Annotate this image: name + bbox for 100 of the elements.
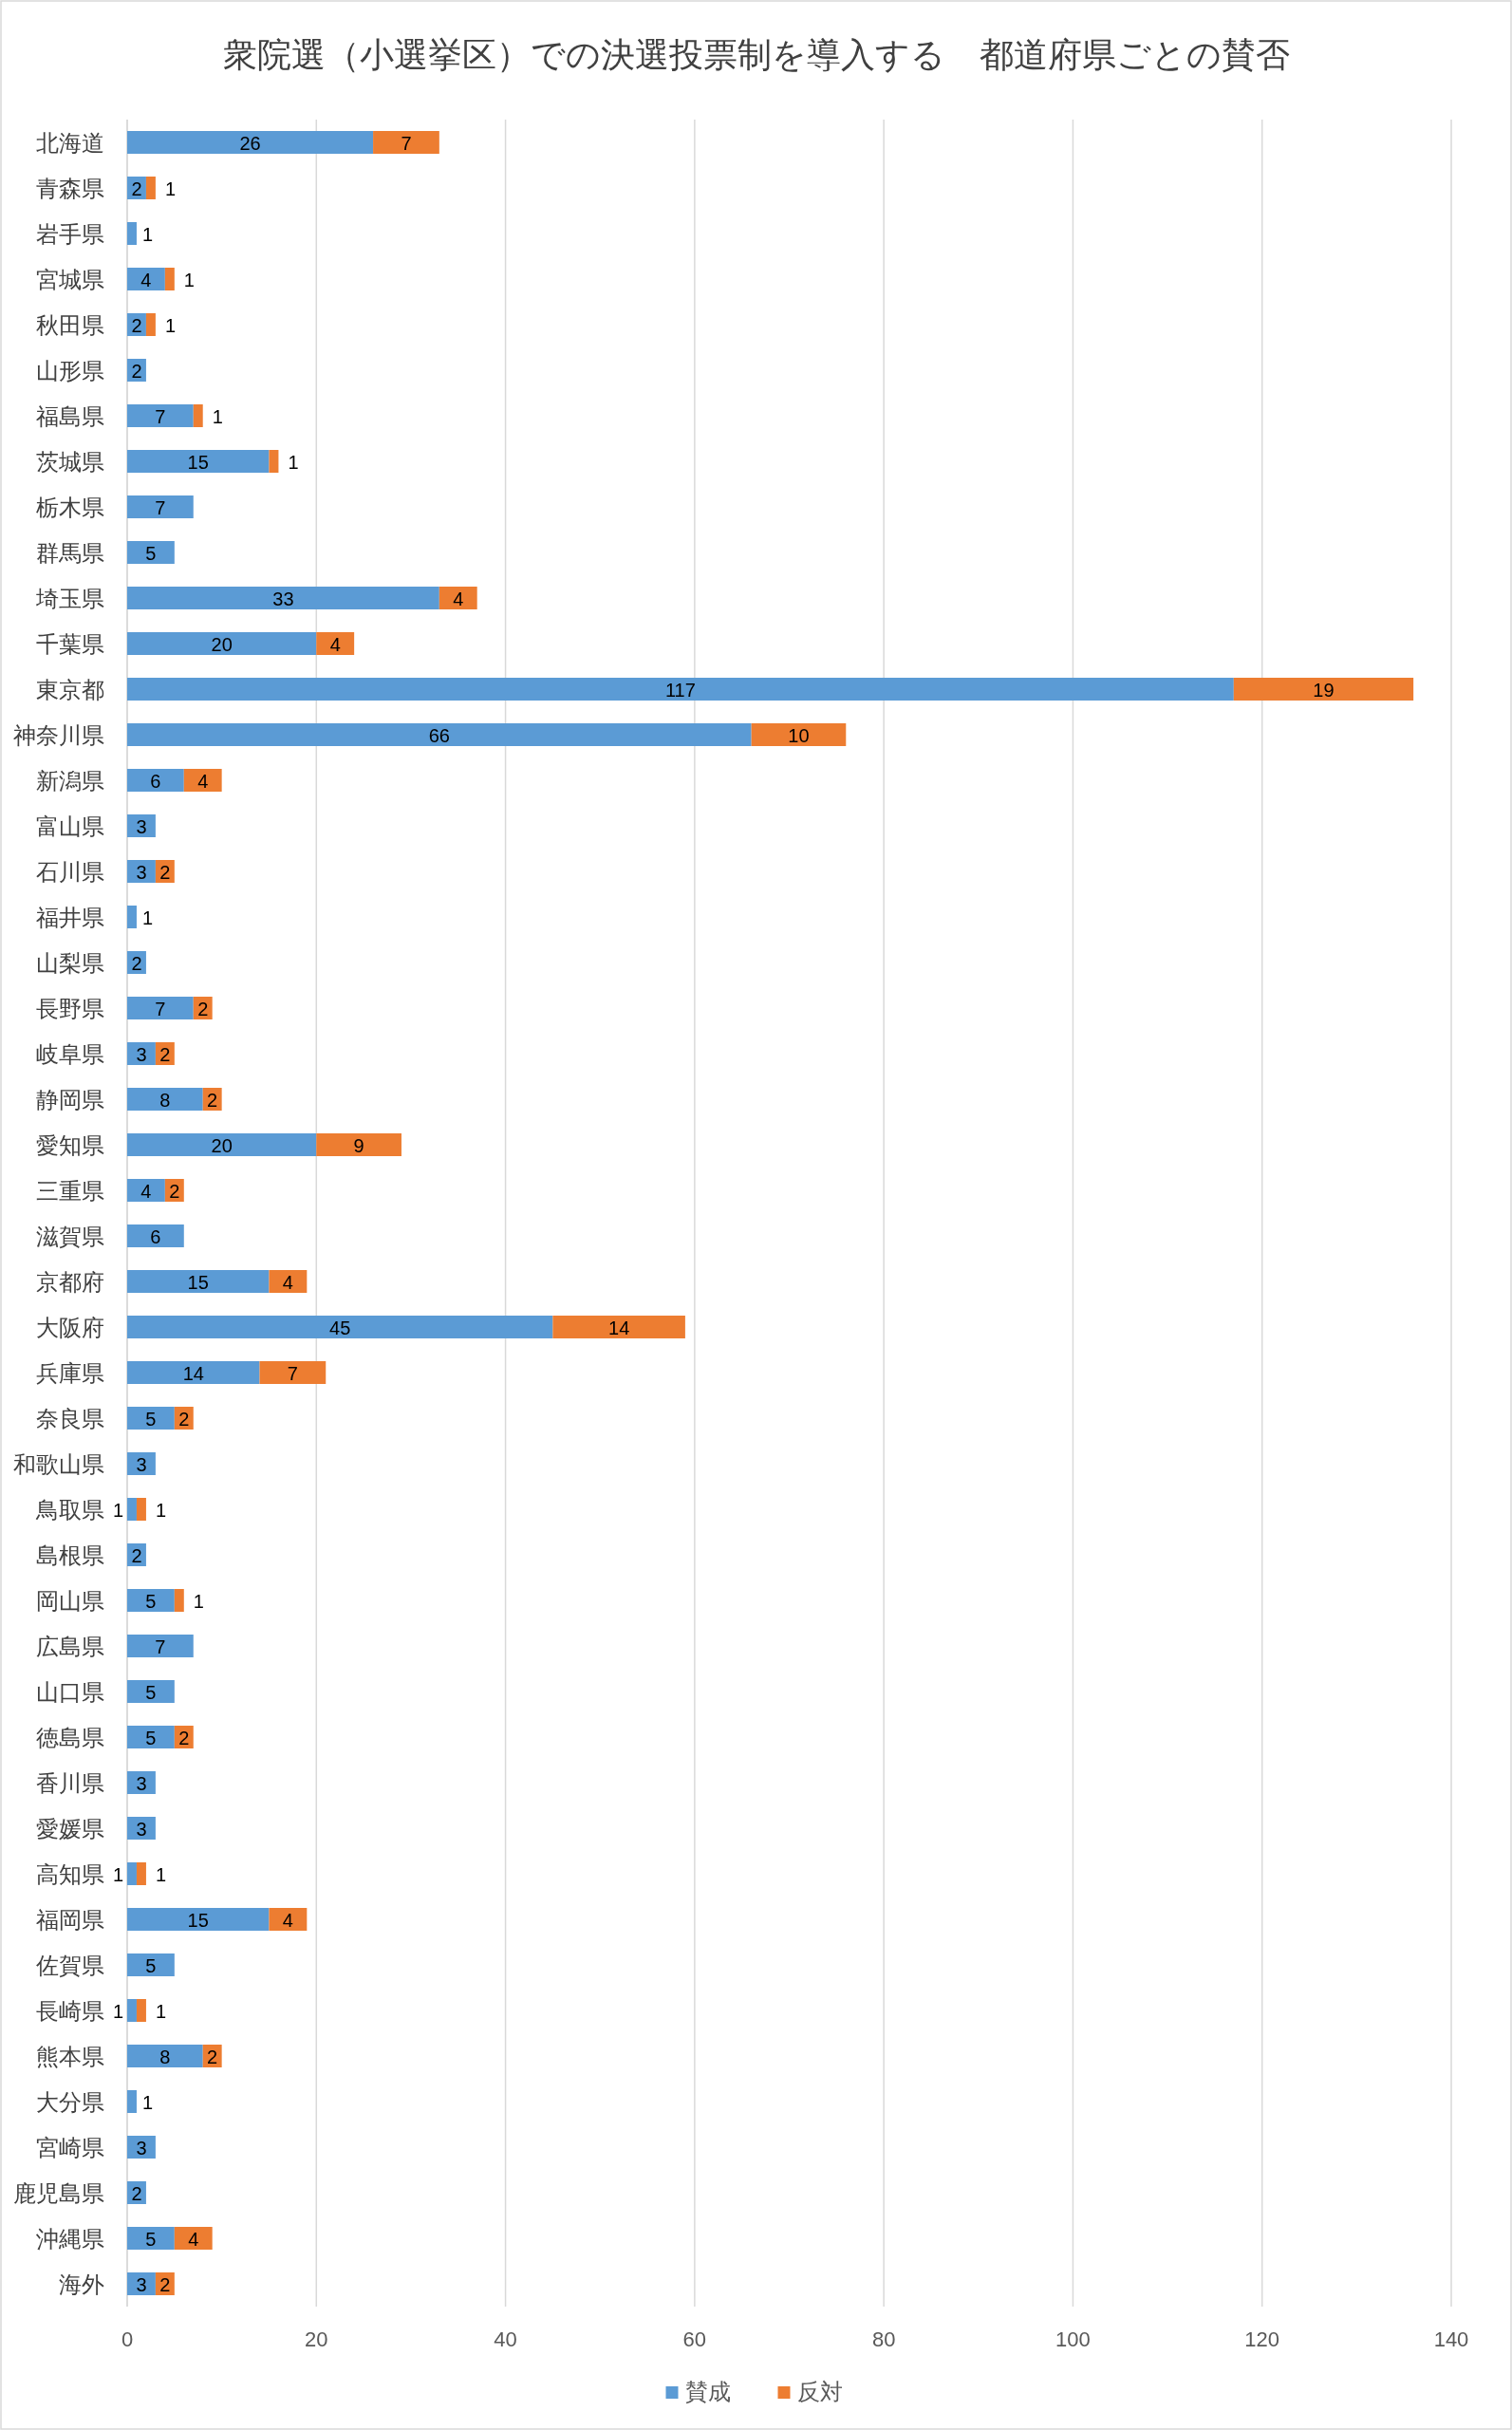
data-label: 9 <box>353 1135 364 1156</box>
data-label: 2 <box>131 953 142 974</box>
bar <box>751 723 847 746</box>
data-label: 3 <box>136 1454 147 1475</box>
data-label: 6 <box>150 771 161 792</box>
y-tick-label: 千葉県 <box>36 631 104 657</box>
data-label: 8 <box>159 1090 171 1111</box>
y-tick-label: 岩手県 <box>36 221 104 247</box>
data-label: 3 <box>136 862 147 883</box>
bar <box>174 2227 213 2250</box>
data-label: 66 <box>428 725 450 746</box>
data-label: 6 <box>150 1226 161 1247</box>
y-tick-label: 大阪府 <box>36 1315 104 1340</box>
data-label: 1 <box>155 1864 167 1885</box>
bar <box>259 1361 327 1384</box>
y-tick-label: 山梨県 <box>36 950 104 976</box>
bar <box>127 131 374 154</box>
data-label: 26 <box>239 133 261 154</box>
x-tick-label: 60 <box>682 2327 707 2351</box>
data-label: 4 <box>140 270 152 290</box>
data-label: 4 <box>282 1272 293 1293</box>
data-label: 3 <box>136 816 147 837</box>
y-tick-label: 熊本県 <box>36 2044 104 2069</box>
bar <box>127 1316 553 1338</box>
data-label: 1 <box>193 1591 204 1612</box>
data-label: 4 <box>329 634 341 655</box>
data-label: 5 <box>145 543 157 564</box>
data-label: 33 <box>272 589 294 609</box>
data-label: 5 <box>145 1728 157 1748</box>
data-label: 1 <box>155 1500 167 1521</box>
y-tick-label: 沖縄県 <box>36 2226 104 2252</box>
bar <box>136 1862 146 1885</box>
y-tick-label: 愛知県 <box>36 1132 104 1158</box>
data-label: 1 <box>112 1500 123 1521</box>
x-tick-label: 20 <box>305 2327 328 2351</box>
data-label: 1 <box>112 2001 123 2022</box>
y-tick-label: 岐阜県 <box>36 1041 104 1067</box>
bar <box>127 1908 270 1931</box>
bar <box>174 1589 184 1612</box>
data-label: 1 <box>141 907 154 928</box>
y-tick-label: 広島県 <box>36 1634 104 1659</box>
y-tick-label: 福島県 <box>36 403 104 429</box>
data-label: 2 <box>169 1181 180 1202</box>
legend-label: 反対 <box>796 2379 843 2404</box>
y-tick-label: 長野県 <box>36 996 104 1021</box>
bar <box>127 2045 203 2067</box>
y-tick-label: 宮崎県 <box>36 2135 104 2160</box>
data-label: 15 <box>187 1910 209 1931</box>
bar <box>127 1635 194 1657</box>
y-tick-label: 栃木県 <box>36 495 104 520</box>
bar <box>127 1179 165 1202</box>
data-label: 4 <box>188 2229 199 2250</box>
bar <box>193 404 203 427</box>
data-label: 4 <box>282 1910 293 1931</box>
x-tick-label: 140 <box>1433 2327 1469 2351</box>
y-tick-label: 和歌山県 <box>13 1451 104 1477</box>
bar <box>136 1999 146 2022</box>
data-label: 3 <box>136 1819 147 1840</box>
y-tick-label: 岡山県 <box>36 1588 104 1614</box>
y-tick-label: 鹿児島県 <box>13 2180 104 2206</box>
bar <box>552 1316 685 1338</box>
bar <box>127 2227 175 2250</box>
data-label: 7 <box>155 406 166 427</box>
y-tick-label: 香川県 <box>36 1770 104 1796</box>
data-label: 4 <box>140 1181 152 1202</box>
bar <box>127 1088 203 1111</box>
data-label: 15 <box>187 452 209 473</box>
y-tick-label: 茨城県 <box>36 449 104 475</box>
bar <box>127 1589 175 1612</box>
bar <box>127 1407 175 1430</box>
y-tick-label: 神奈川県 <box>13 722 104 748</box>
bar <box>127 268 165 290</box>
data-label: 1 <box>141 224 154 245</box>
y-tick-label: 鳥取県 <box>35 1497 104 1523</box>
data-label: 2 <box>159 862 171 883</box>
y-tick-label: 島根県 <box>36 1542 104 1568</box>
y-tick-label: 佐賀県 <box>36 1953 104 1978</box>
y-tick-label: 山口県 <box>36 1679 104 1705</box>
data-label: 19 <box>1313 680 1335 701</box>
data-label: 5 <box>145 1591 157 1612</box>
y-tick-label: 新潟県 <box>36 768 104 794</box>
y-tick-label: 東京都 <box>36 677 104 702</box>
legend-label: 賛成 <box>684 2379 731 2404</box>
data-label: 1 <box>141 2092 154 2113</box>
data-label: 1 <box>212 406 223 427</box>
y-tick-label: 福岡県 <box>36 1907 104 1933</box>
chart-title: 衆院選（小選挙区）での決選投票制を導入する 都道府県ごとの賛否 <box>222 35 1290 74</box>
bar <box>127 450 270 473</box>
data-label: 45 <box>329 1318 351 1338</box>
bar <box>127 541 175 564</box>
data-label: 1 <box>164 315 177 336</box>
data-label: 5 <box>145 1409 157 1430</box>
y-tick-label: 山形県 <box>36 358 104 383</box>
bar <box>127 769 184 792</box>
bar <box>269 1270 308 1293</box>
y-tick-label: 大分県 <box>36 2089 104 2115</box>
bar <box>127 495 194 518</box>
data-label: 117 <box>664 680 696 701</box>
x-tick-label: 100 <box>1055 2327 1091 2351</box>
data-label: 8 <box>159 2047 171 2067</box>
